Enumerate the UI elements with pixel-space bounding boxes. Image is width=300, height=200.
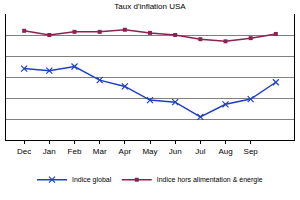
svg-text:Jan: Jan [43,147,56,156]
svg-text:Jun: Jun [169,147,182,156]
svg-text:Sep: Sep [244,147,259,156]
svg-text:May: May [142,147,157,156]
svg-text:Indice global: Indice global [72,176,112,184]
svg-text:Indice hors alimentation & éne: Indice hors alimentation & énergie [157,176,263,184]
svg-text:Feb: Feb [68,147,82,156]
svg-text:Aug: Aug [218,147,232,156]
svg-text:Dec: Dec [17,147,31,156]
svg-text:Mar: Mar [93,147,107,156]
svg-text:Apr: Apr [119,147,132,156]
svg-text:Taux d'inflation USA: Taux d'inflation USA [114,2,186,11]
svg-text:Jul: Jul [195,147,205,156]
